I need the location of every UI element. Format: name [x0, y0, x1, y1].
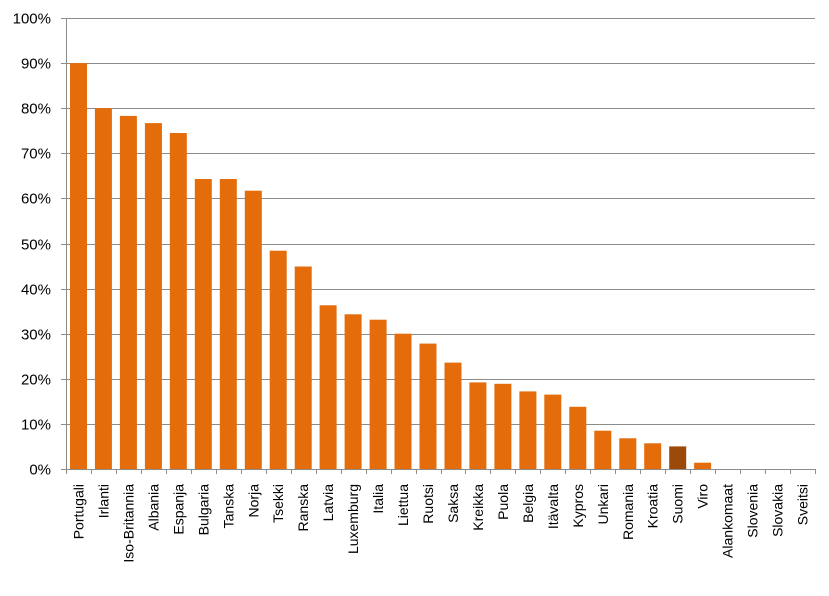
bars — [70, 63, 712, 470]
bar-albania — [144, 123, 162, 469]
x-tick-label: Ranska — [295, 484, 311, 532]
bar-suomi — [669, 446, 687, 469]
x-tick-label: Espanja — [170, 484, 186, 535]
y-tick-label: 50% — [21, 237, 51, 254]
bar-kypros — [569, 406, 587, 469]
gridlines — [66, 18, 815, 425]
bar-latvia — [319, 305, 337, 469]
bar-viro — [694, 462, 712, 469]
bar-belgia — [519, 391, 537, 469]
x-tick-label: Unkari — [595, 484, 611, 524]
bar-puola — [494, 383, 512, 469]
bar-luxemburg — [344, 314, 362, 469]
bar-bulgaria — [194, 179, 212, 469]
y-tick-label: 70% — [21, 146, 51, 163]
y-tick-label: 90% — [21, 56, 51, 73]
y-tick-label: 10% — [21, 417, 51, 434]
x-tick-label: Bulgaria — [195, 484, 211, 536]
bar-saksa — [444, 362, 462, 469]
y-tick-label: 100% — [13, 11, 51, 28]
x-tick-label: Liettua — [395, 484, 411, 526]
x-tick-label: Portugali — [70, 484, 86, 539]
x-tick-label: Latvia — [320, 484, 336, 522]
x-tick-label: Norja — [245, 484, 261, 518]
bar-tanska — [219, 179, 237, 469]
bar-itävalta — [544, 394, 562, 469]
bar-kreikka — [469, 382, 487, 469]
bar-iso-britannia — [119, 115, 137, 470]
x-tick-label: Tanska — [220, 484, 236, 529]
x-tick-label: Belgia — [520, 484, 536, 523]
bar-romania — [619, 438, 637, 469]
x-tick-label: Viro — [695, 484, 711, 509]
x-tick-label: Albania — [145, 484, 161, 531]
bar-italia — [369, 319, 387, 469]
y-tick-label: 80% — [21, 101, 51, 118]
bar-espanja — [169, 133, 187, 469]
x-tick-label: Tsekki — [270, 484, 286, 523]
axes — [61, 18, 816, 474]
x-tick-label: Puola — [495, 484, 511, 520]
x-tick-label: Romania — [620, 484, 636, 540]
x-tick-label: Suomi — [670, 484, 686, 524]
y-tick-label: 0% — [29, 462, 51, 479]
x-tick-label: Iso-Britannia — [120, 484, 136, 563]
x-tick-label: Kroatia — [645, 484, 661, 529]
bar-norja — [244, 190, 262, 469]
x-tick-label: Slovenia — [745, 484, 761, 538]
x-tick-label: Kypros — [570, 484, 586, 528]
x-tick-label: Slovakia — [770, 484, 786, 537]
x-tick-label: Luxemburg — [345, 484, 361, 554]
y-tick-label: 20% — [21, 372, 51, 389]
bar-portugali — [70, 63, 87, 469]
bar-irlanti — [94, 108, 112, 469]
y-tick-label: 30% — [21, 327, 51, 344]
bar-ranska — [294, 266, 312, 469]
x-tick-label: Sveitsi — [795, 484, 811, 525]
x-tick-label: Alankomaat — [720, 484, 736, 558]
y-tick-label: 40% — [21, 282, 51, 299]
bar-ruotsi — [419, 343, 437, 469]
bar-unkari — [594, 430, 612, 469]
bar-tsekki — [269, 250, 287, 469]
y-tick-label: 60% — [21, 191, 51, 208]
x-tick-label: Kreikka — [470, 484, 486, 531]
x-tick-labels: Portugali Irlanti Iso-Britannia Albania Espa… — [70, 484, 810, 563]
x-tick-label: Italia — [370, 484, 386, 514]
y-tick-labels: 0% 10% 20% 30% 40% 50% 60% 70% 80% 90% 100% — [13, 11, 51, 479]
x-tick-label: Saksa — [445, 484, 461, 523]
x-tick-label: Itävalta — [545, 484, 561, 529]
x-tick-label: Ruotsi — [420, 484, 436, 524]
bar-liettua — [394, 333, 412, 469]
bar-kroatia — [644, 443, 662, 469]
x-tick-label: Irlanti — [95, 484, 111, 518]
